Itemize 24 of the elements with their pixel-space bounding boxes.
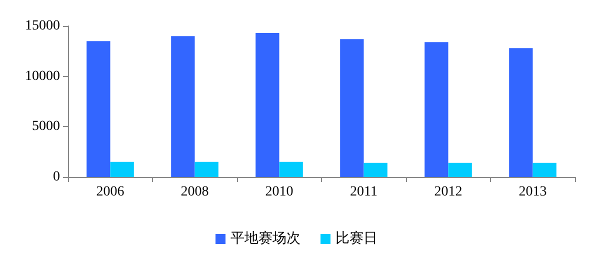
x-tick-label: 2011: [350, 184, 378, 200]
bar: [110, 162, 134, 177]
bar: [532, 162, 556, 177]
y-tick-label: 15000: [25, 18, 60, 34]
bar: [256, 33, 280, 177]
bar: [509, 48, 533, 177]
bar: [279, 162, 303, 177]
bar: [86, 41, 110, 177]
x-tick-label: 2008: [180, 184, 209, 200]
legend-label: 比赛日: [336, 230, 378, 246]
legend-label: 平地赛场次: [230, 230, 300, 246]
bar: [424, 42, 448, 177]
x-tick-label: 2010: [265, 184, 294, 200]
bar: [340, 39, 364, 177]
x-tick-label: 2013: [518, 184, 547, 200]
y-tick-label: 5000: [32, 119, 60, 134]
x-tick-label: 2012: [434, 184, 462, 200]
y-tick-label: 0: [53, 170, 60, 184]
bar: [171, 36, 195, 177]
x-tick-label: 2006: [96, 184, 124, 200]
bar: [194, 162, 218, 177]
bar: [448, 162, 472, 177]
bar: [364, 162, 388, 177]
y-tick-label: 10000: [25, 68, 60, 84]
